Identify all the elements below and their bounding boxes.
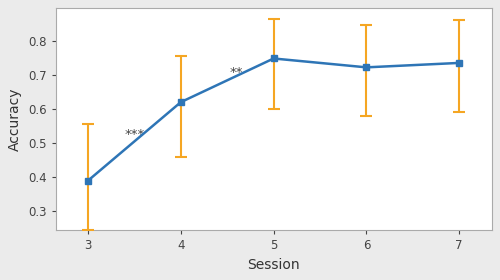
Text: ***: *** xyxy=(124,128,144,141)
X-axis label: Session: Session xyxy=(248,258,300,272)
Text: **: ** xyxy=(230,66,243,79)
Y-axis label: Accuracy: Accuracy xyxy=(8,87,22,151)
